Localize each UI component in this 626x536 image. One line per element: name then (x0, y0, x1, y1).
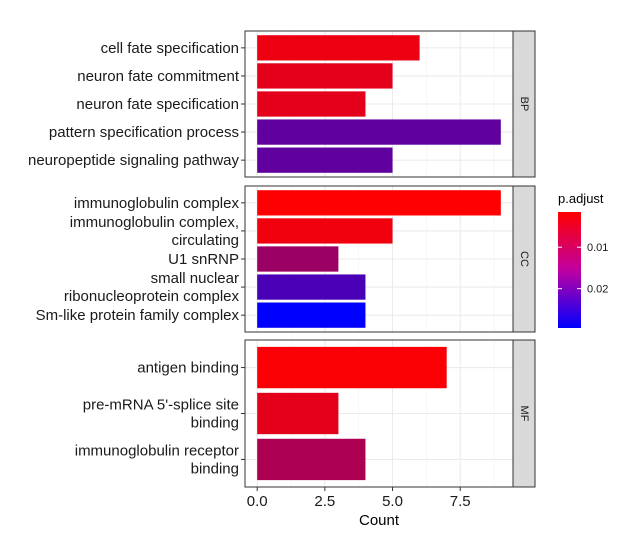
x-tick-label: 5.0 (382, 493, 403, 510)
category-label: cell fate specification (101, 40, 239, 57)
facet-panel-bp: cell fate specification neuron fate commi… (28, 30, 536, 178)
legend-tick-label: 0.02 (587, 284, 608, 296)
facet-strip (512, 30, 536, 178)
x-tick-label: 2.5 (314, 493, 335, 510)
facet-strip-label: BP (518, 97, 530, 112)
category-label: small nuclear (151, 270, 239, 287)
category-label: pre-mRNA 5'-splice site (83, 397, 239, 414)
bar (257, 147, 393, 173)
category-label: ribonucleoprotein complex (64, 288, 240, 305)
category-label: neuropeptide signaling pathway (28, 152, 239, 169)
category-label: binding (191, 460, 239, 477)
x-axis-title: Count (359, 512, 400, 529)
bar (257, 346, 447, 389)
bar (257, 274, 366, 300)
facet-strip (512, 339, 536, 488)
category-label: circulating (171, 232, 239, 249)
category-label: binding (191, 415, 239, 432)
facet-panel-cc: immunoglobulin complex immunoglobulin com… (36, 185, 536, 333)
bar (257, 246, 339, 272)
bar (257, 35, 420, 61)
category-label: immunoglobulin complex (74, 195, 240, 212)
category-label: pattern specification process (49, 124, 239, 141)
bar (257, 438, 366, 481)
color-legend: p.adjust 0.01 0.02 (558, 191, 608, 328)
facet-strip (512, 185, 536, 333)
bar (257, 190, 501, 216)
category-label: U1 snRNP (168, 251, 239, 268)
facet-panels: cell fate specification neuron fate commi… (28, 30, 536, 488)
category-label: neuron fate commitment (77, 68, 240, 85)
bar (257, 91, 366, 117)
category-label: immunoglobulin complex, (70, 214, 239, 231)
legend-title: p.adjust (558, 191, 604, 206)
x-axis: Count 0.0 2.5 5.0 7.5 (247, 487, 471, 529)
category-label: Sm-like protein family complex (36, 307, 240, 324)
bar (257, 392, 339, 435)
category-label: neuron fate specification (76, 96, 239, 113)
x-tick-label: 7.5 (450, 493, 471, 510)
legend-tick-label: 0.01 (587, 242, 608, 254)
category-label: immunoglobulin receptor (75, 442, 239, 459)
facet-strip-label: MF (518, 406, 530, 422)
x-tick-label: 0.0 (247, 493, 268, 510)
facet-strip-label: CC (518, 251, 530, 267)
bar (257, 302, 366, 328)
legend-colorbar (558, 212, 581, 328)
bar (257, 63, 393, 89)
category-label: antigen binding (137, 360, 239, 377)
bar (257, 119, 501, 145)
bar (257, 218, 393, 244)
